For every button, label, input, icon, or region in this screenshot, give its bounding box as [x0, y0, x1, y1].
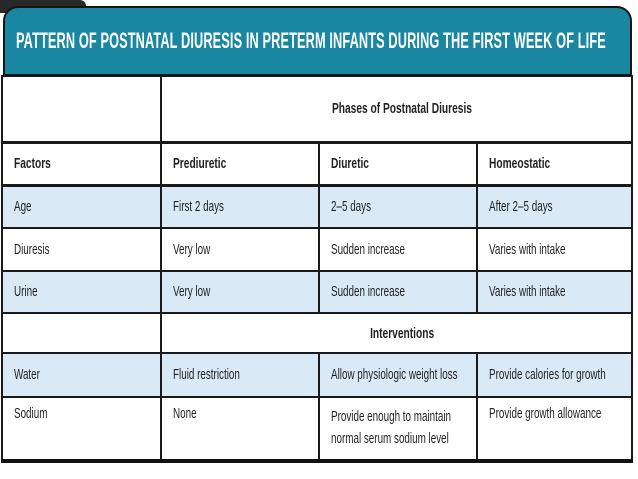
data-cell: Sudden increase [318, 227, 478, 272]
empty-cell [1, 312, 162, 354]
data-cell: After 2–5 days [476, 184, 633, 229]
table-row-interventions-header: Interventions [1, 312, 633, 354]
interventions-group-header-label: Interventions [369, 324, 435, 342]
empty-corner-cell [1, 75, 162, 144]
data-cell: 2–5 days [318, 184, 478, 229]
table-row-column-headers: Factors Prediuretic Diuretic Homeostatic [1, 141, 633, 187]
data-cell: Varies with intake [476, 227, 633, 272]
data-cell: Sudden increase [318, 270, 478, 314]
row-label-cell: Sodium [1, 396, 162, 462]
table-row-diuresis: Diuresis Very low Sudden increase Varies… [1, 227, 633, 272]
table-row-urine: Urine Very low Sudden increase Varies wi… [1, 270, 633, 314]
data-cell: Varies with intake [476, 270, 633, 314]
column-header-homeostatic: Homeostatic [476, 141, 633, 187]
data-cell: Allow physiologic weight loss [318, 352, 478, 398]
data-cell: None [160, 396, 320, 462]
row-label-cell: Age [1, 184, 162, 229]
interventions-group-header-cell: Interventions [160, 312, 633, 354]
column-header-diuretic: Diuretic [318, 141, 478, 187]
data-cell: First 2 days [160, 184, 320, 229]
table-row-age: Age First 2 days 2–5 days After 2–5 days [1, 184, 633, 229]
table-row-water: Water Fluid restriction Allow physiologi… [1, 352, 633, 398]
data-cell: Provide calories for growth [476, 352, 633, 398]
diuresis-table: Phases of Postnatal Diuresis Factors Pre… [1, 75, 633, 463]
column-header-prediuretic: Prediuretic [160, 141, 320, 187]
row-label-cell: Diuresis [1, 227, 162, 272]
table-row-phase-header: Phases of Postnatal Diuresis [1, 75, 633, 144]
data-cell: Provide enough to maintain normal serum … [318, 396, 478, 462]
title-band: PATTERN OF POSTNATAL DIURESIS IN PRETERM… [3, 6, 632, 76]
table-row-sodium: Sodium None Provide enough to maintain n… [1, 396, 633, 462]
data-cell: Fluid restriction [160, 352, 320, 398]
data-cell: Provide growth allowance [476, 396, 633, 462]
phase-group-header-label: Phases of Postnatal Diuresis [331, 100, 473, 118]
row-label-cell: Water [1, 352, 162, 398]
slide-title: PATTERN OF POSTNATAL DIURESIS IN PRETERM… [16, 28, 606, 53]
data-cell: Very low [160, 227, 320, 272]
phase-group-header-cell: Phases of Postnatal Diuresis [160, 75, 633, 144]
data-cell: Very low [160, 270, 320, 314]
row-label-cell: Urine [1, 270, 162, 314]
column-header-factors: Factors [1, 141, 162, 187]
